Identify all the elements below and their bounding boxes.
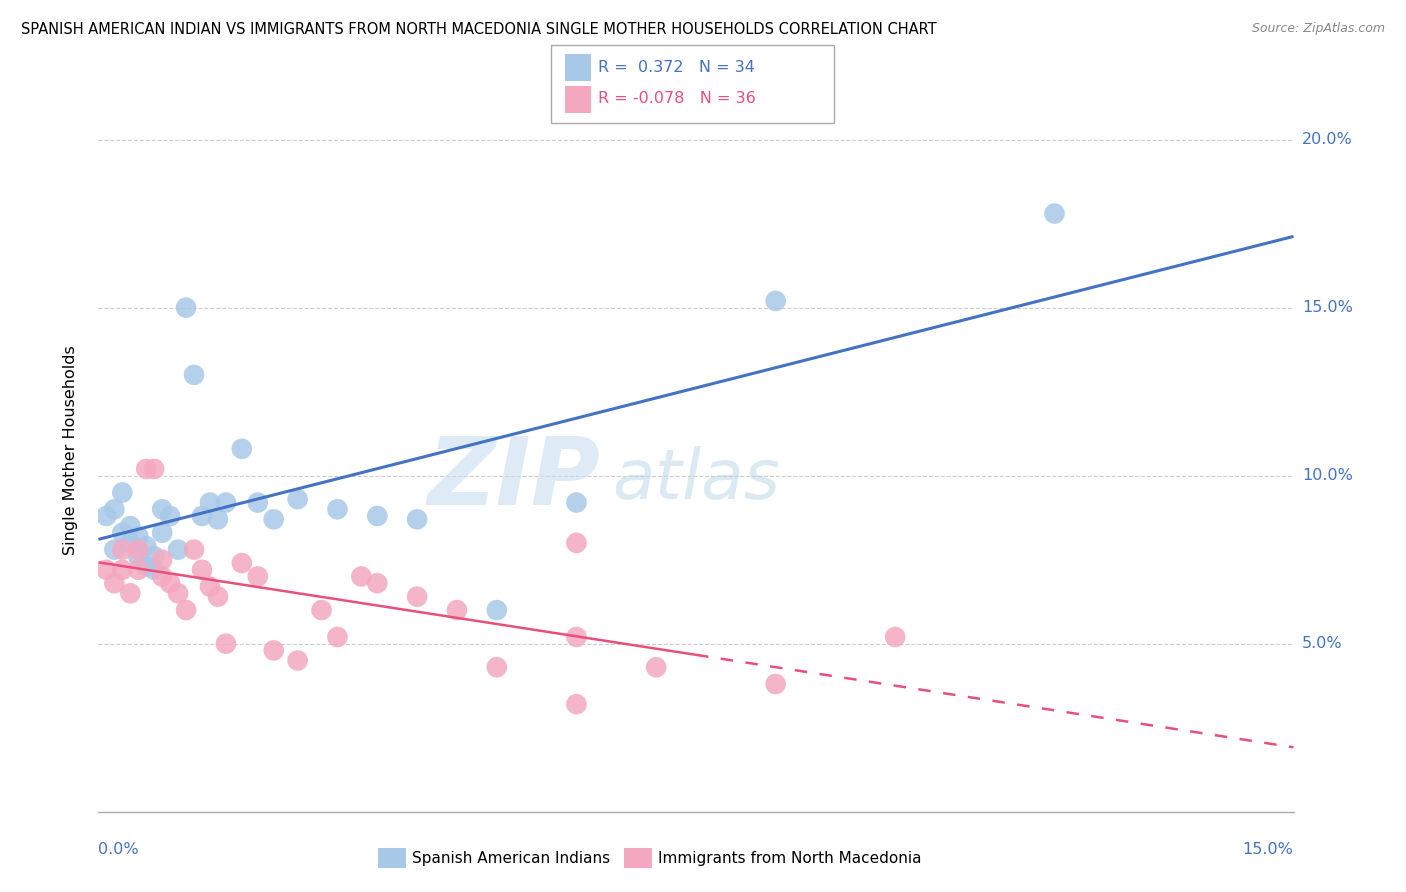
- Point: [150, 525, 173, 540]
- Point: [191, 563, 214, 577]
- Point: [326, 630, 349, 644]
- Text: 15.0%: 15.0%: [1243, 842, 1294, 857]
- Point: [263, 643, 285, 657]
- Point: [215, 637, 238, 651]
- Point: [111, 485, 134, 500]
- Point: [103, 502, 125, 516]
- Point: [366, 508, 388, 523]
- Text: 0.0%: 0.0%: [98, 842, 139, 857]
- Point: [191, 508, 214, 523]
- Point: [135, 559, 157, 574]
- Point: [565, 697, 588, 711]
- Point: [366, 576, 388, 591]
- Point: [350, 569, 373, 583]
- Point: [485, 603, 508, 617]
- Point: [127, 549, 149, 564]
- Point: [198, 495, 221, 509]
- Point: [120, 536, 142, 550]
- Point: [103, 542, 125, 557]
- Point: [765, 677, 787, 691]
- Point: [143, 549, 166, 564]
- Point: [120, 519, 142, 533]
- Point: [150, 569, 173, 583]
- Point: [215, 495, 238, 509]
- Point: [207, 590, 229, 604]
- Point: [884, 630, 907, 644]
- Text: ZIP: ZIP: [427, 434, 600, 525]
- Point: [406, 512, 429, 526]
- Point: [485, 660, 508, 674]
- Point: [263, 512, 285, 526]
- Point: [120, 586, 142, 600]
- Point: [183, 368, 205, 382]
- Point: [1043, 206, 1066, 220]
- Point: [326, 502, 349, 516]
- Text: R = -0.078   N = 36: R = -0.078 N = 36: [598, 91, 755, 106]
- Point: [207, 512, 229, 526]
- Point: [174, 603, 197, 617]
- Point: [287, 492, 309, 507]
- Point: [174, 301, 197, 315]
- Point: [135, 539, 157, 553]
- Point: [135, 462, 157, 476]
- Point: [565, 495, 588, 509]
- Text: 20.0%: 20.0%: [1302, 132, 1353, 147]
- Point: [565, 536, 588, 550]
- Text: R =  0.372   N = 34: R = 0.372 N = 34: [598, 61, 755, 75]
- Point: [111, 525, 134, 540]
- Point: [231, 556, 253, 570]
- Point: [246, 569, 269, 583]
- Text: atlas: atlas: [613, 446, 780, 513]
- Point: [183, 542, 205, 557]
- Point: [167, 586, 190, 600]
- Point: [167, 542, 190, 557]
- Point: [111, 542, 134, 557]
- Text: SPANISH AMERICAN INDIAN VS IMMIGRANTS FROM NORTH MACEDONIA SINGLE MOTHER HOUSEHO: SPANISH AMERICAN INDIAN VS IMMIGRANTS FR…: [21, 22, 936, 37]
- Point: [446, 603, 468, 617]
- Y-axis label: Single Mother Households: Single Mother Households: [63, 345, 77, 556]
- Point: [96, 563, 118, 577]
- Point: [246, 495, 269, 509]
- Point: [645, 660, 668, 674]
- Point: [150, 502, 173, 516]
- Point: [96, 508, 118, 523]
- Point: [127, 563, 149, 577]
- Point: [198, 580, 221, 594]
- Text: Spanish American Indians: Spanish American Indians: [412, 851, 610, 865]
- Text: 10.0%: 10.0%: [1302, 468, 1353, 483]
- Point: [565, 630, 588, 644]
- Text: 15.0%: 15.0%: [1302, 300, 1353, 315]
- Point: [150, 552, 173, 566]
- Text: Source: ZipAtlas.com: Source: ZipAtlas.com: [1251, 22, 1385, 36]
- Point: [406, 590, 429, 604]
- Text: Immigrants from North Macedonia: Immigrants from North Macedonia: [658, 851, 921, 865]
- Point: [143, 563, 166, 577]
- Point: [111, 563, 134, 577]
- Text: 5.0%: 5.0%: [1302, 636, 1343, 651]
- Point: [159, 508, 181, 523]
- Point: [287, 653, 309, 667]
- Point: [231, 442, 253, 456]
- Point: [127, 529, 149, 543]
- Point: [311, 603, 333, 617]
- Point: [103, 576, 125, 591]
- Point: [159, 576, 181, 591]
- Point: [143, 462, 166, 476]
- Point: [127, 542, 149, 557]
- Point: [765, 293, 787, 308]
